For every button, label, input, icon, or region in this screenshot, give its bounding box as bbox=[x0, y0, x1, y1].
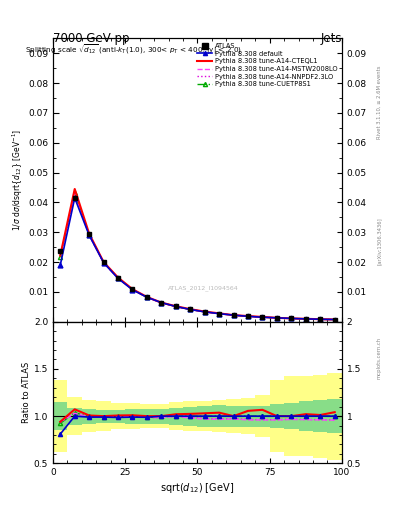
Bar bbox=[111, 403, 125, 430]
Bar bbox=[183, 401, 198, 431]
Text: Rivet 3.1.10, ≥ 2.6M events: Rivet 3.1.10, ≥ 2.6M events bbox=[377, 66, 382, 139]
Text: ATLAS_2012_I1094564: ATLAS_2012_I1094564 bbox=[168, 285, 239, 290]
Text: [arXiv:1306.3436]: [arXiv:1306.3436] bbox=[377, 217, 382, 265]
Bar bbox=[241, 406, 255, 426]
Bar bbox=[226, 399, 241, 433]
Bar bbox=[212, 405, 226, 428]
Bar bbox=[226, 406, 241, 426]
Bar bbox=[255, 406, 270, 426]
Y-axis label: Ratio to ATLAS: Ratio to ATLAS bbox=[22, 362, 31, 423]
Bar bbox=[255, 395, 270, 437]
Bar bbox=[270, 404, 284, 429]
Bar bbox=[53, 380, 68, 452]
Bar bbox=[140, 409, 154, 424]
Bar bbox=[284, 403, 299, 430]
Text: 7000 GeV pp: 7000 GeV pp bbox=[53, 32, 130, 45]
Bar bbox=[313, 375, 327, 458]
Bar bbox=[327, 399, 342, 433]
Bar bbox=[212, 400, 226, 432]
Bar bbox=[299, 401, 313, 431]
Bar bbox=[154, 409, 169, 424]
Bar bbox=[111, 410, 125, 423]
Bar bbox=[241, 398, 255, 434]
Bar bbox=[96, 410, 111, 423]
Bar bbox=[299, 376, 313, 456]
Bar bbox=[169, 402, 183, 430]
Legend: ATLAS, Pythia 8.308 default, Pythia 8.308 tune-A14-CTEQL1, Pythia 8.308 tune-A14: ATLAS, Pythia 8.308 default, Pythia 8.30… bbox=[196, 42, 339, 89]
X-axis label: sqrt($d_{12}$) [GeV]: sqrt($d_{12}$) [GeV] bbox=[160, 481, 235, 496]
Bar bbox=[198, 406, 212, 426]
Bar bbox=[140, 404, 154, 429]
Bar bbox=[82, 400, 96, 432]
Y-axis label: 1/$\sigma$ d$\sigma$/dsqrt{$d_{12}$} [GeV$^{-1}$]: 1/$\sigma$ d$\sigma$/dsqrt{$d_{12}$} [Ge… bbox=[11, 129, 25, 231]
Text: Splitting scale $\sqrt{d_{12}}$ (anti-$k_T$(1.0), 300< $p_T$ < 400, |y| < 2.0): Splitting scale $\sqrt{d_{12}}$ (anti-$k… bbox=[26, 42, 242, 57]
Bar bbox=[68, 397, 82, 435]
Text: Jets: Jets bbox=[320, 32, 342, 45]
Bar bbox=[82, 409, 96, 424]
Bar bbox=[169, 408, 183, 424]
Text: mcplots.cern.ch: mcplots.cern.ch bbox=[377, 337, 382, 379]
Bar bbox=[270, 380, 284, 452]
Bar bbox=[183, 407, 198, 425]
Bar bbox=[327, 373, 342, 460]
Bar bbox=[154, 404, 169, 429]
Bar bbox=[198, 401, 212, 431]
Bar bbox=[125, 409, 140, 424]
Bar bbox=[284, 376, 299, 456]
Bar bbox=[313, 400, 327, 432]
Bar bbox=[96, 401, 111, 431]
Bar bbox=[125, 403, 140, 430]
Bar bbox=[68, 408, 82, 424]
Bar bbox=[53, 402, 68, 430]
